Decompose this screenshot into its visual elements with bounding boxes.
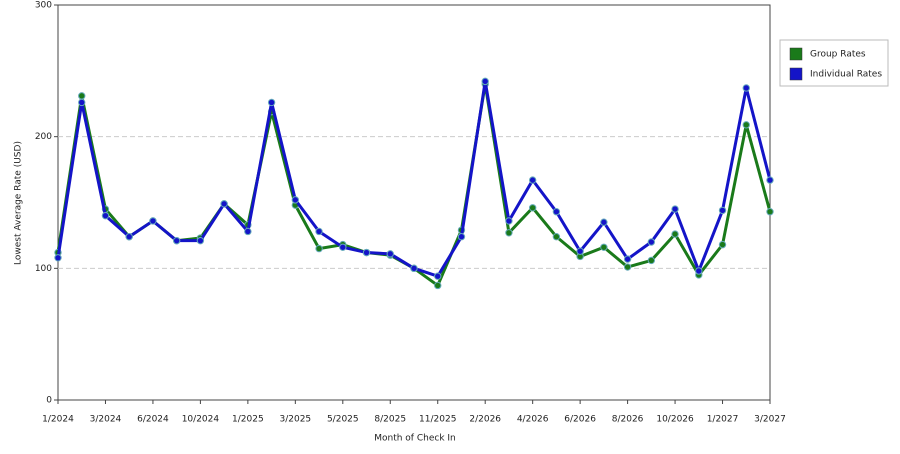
data-point <box>78 92 86 100</box>
data-point <box>528 204 537 212</box>
y-tick-label: 300 <box>35 1 52 11</box>
data-point <box>742 84 750 92</box>
legend-label: Individual Rates <box>810 70 882 80</box>
data-point <box>149 217 157 225</box>
data-point <box>172 236 181 245</box>
data-point <box>600 243 608 251</box>
data-point <box>742 121 750 129</box>
x-tick-label: 6/2024 <box>137 415 169 425</box>
data-point <box>647 256 656 265</box>
data-point <box>291 196 300 204</box>
data-point <box>125 233 133 241</box>
data-point <box>766 176 774 184</box>
data-point <box>410 264 418 273</box>
data-point <box>718 240 727 249</box>
data-point <box>101 211 110 220</box>
x-tick-label: 11/2025 <box>419 415 456 425</box>
plot-area <box>57 4 771 401</box>
x-tick-label: 3/2027 <box>754 415 786 425</box>
y-tick-label: 0 <box>46 396 52 406</box>
data-point <box>315 227 323 236</box>
data-point <box>505 217 513 225</box>
x-tick-label: 1/2024 <box>42 415 74 425</box>
x-tick-label: 8/2026 <box>612 415 644 425</box>
x-tick-label: 3/2025 <box>279 415 311 425</box>
data-point <box>244 227 252 236</box>
x-tick-label: 1/2027 <box>707 415 739 425</box>
data-point <box>434 281 442 290</box>
data-point <box>552 233 561 241</box>
data-point <box>623 263 632 271</box>
data-point <box>481 77 489 86</box>
data-point <box>196 236 205 245</box>
data-point <box>671 230 679 238</box>
data-point <box>339 243 347 251</box>
x-tick-label: 1/2025 <box>232 415 264 425</box>
legend-label: Group Rates <box>810 50 866 60</box>
data-point <box>695 267 703 275</box>
legend-swatch <box>789 47 803 61</box>
data-point <box>362 248 371 257</box>
x-tick-label: 10/2024 <box>182 415 220 425</box>
data-point <box>315 244 323 253</box>
x-tick-label: 3/2024 <box>90 415 122 425</box>
x-tick-label: 10/2026 <box>656 415 694 425</box>
x-axis-label: Month of Check In <box>374 434 456 444</box>
data-point <box>552 208 561 216</box>
y-tick-label: 100 <box>35 264 52 274</box>
data-point <box>623 255 632 263</box>
data-point <box>576 247 584 255</box>
series-line <box>56 83 772 288</box>
data-point <box>54 254 62 262</box>
data-point <box>766 208 774 216</box>
data-point <box>434 272 442 280</box>
data-point <box>386 250 394 258</box>
data-point <box>267 98 276 107</box>
data-point <box>457 233 466 241</box>
x-tick-label: 4/2026 <box>517 415 549 425</box>
data-point <box>718 206 727 215</box>
y-tick-label: 200 <box>35 132 52 142</box>
data-point <box>647 238 656 246</box>
data-point <box>600 218 608 226</box>
data-point <box>671 205 679 213</box>
x-tick-label: 2/2026 <box>469 415 501 425</box>
data-point <box>78 98 86 107</box>
x-tick-label: 8/2025 <box>374 415 406 425</box>
x-tick-label: 5/2025 <box>327 415 359 425</box>
data-point <box>505 229 513 237</box>
y-axis-label: Lowest Average Rate (USD) <box>14 141 24 265</box>
legend-swatch <box>789 67 803 81</box>
data-point <box>528 176 537 184</box>
data-point <box>220 200 228 208</box>
x-tick-label: 6/2026 <box>564 415 596 425</box>
